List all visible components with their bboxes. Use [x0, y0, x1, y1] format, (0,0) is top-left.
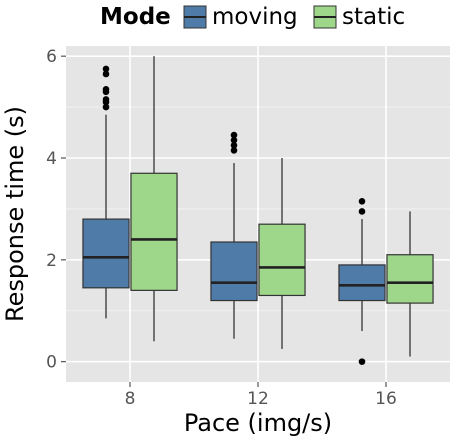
outlier-point — [230, 147, 238, 154]
legend-label-static: static — [342, 4, 405, 30]
box-moving-8 — [82, 65, 130, 319]
outlier-point — [102, 70, 110, 78]
box-static-12 — [258, 158, 306, 349]
outlier-point — [358, 208, 366, 215]
y-axis-ticks: 0 2 4 6 — [46, 47, 66, 373]
box-iqr — [338, 264, 386, 302]
x-tick-label: 16 — [375, 389, 397, 409]
x-tick-label: 12 — [247, 389, 269, 409]
gridlines — [66, 46, 450, 382]
outlier-point — [102, 85, 110, 93]
outlier-point — [358, 197, 366, 205]
legend-label-moving: moving — [212, 4, 298, 30]
legend: Mode moving static — [100, 4, 405, 30]
legend-key-moving — [183, 5, 207, 29]
box-moving-16 — [338, 197, 386, 365]
outlier-point — [230, 131, 238, 139]
box-moving-12 — [210, 131, 258, 339]
y-tick-label: 0 — [46, 353, 57, 373]
legend-key-static — [313, 5, 337, 29]
outlier-point — [102, 65, 110, 73]
x-tick-label: 8 — [125, 389, 136, 409]
y-tick-label: 4 — [46, 149, 57, 169]
box-iqr — [210, 241, 258, 302]
outlier-point — [102, 96, 110, 103]
x-axis-ticks: 8 12 16 — [125, 382, 397, 409]
x-axis-title: Pace (img/s) — [184, 409, 332, 437]
outlier-point — [358, 358, 366, 365]
y-axis-title: Response time (s) — [1, 106, 29, 322]
box-static-8 — [130, 56, 178, 342]
y-tick-label: 2 — [46, 251, 57, 271]
y-tick-label: 6 — [46, 47, 57, 67]
box-iqr — [386, 254, 434, 304]
box-iqr — [130, 172, 178, 291]
legend-title: Mode — [100, 4, 171, 30]
outlier-point — [230, 136, 238, 144]
outlier-point — [102, 103, 110, 111]
boxes — [82, 56, 434, 365]
outlier-point — [230, 141, 238, 149]
box-static-16 — [386, 211, 434, 357]
box-iqr — [82, 218, 130, 289]
box-iqr — [258, 223, 306, 297]
